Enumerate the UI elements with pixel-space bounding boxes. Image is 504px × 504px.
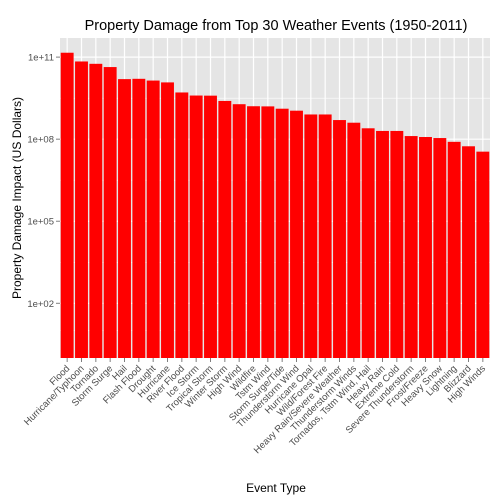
bar-river-flood: [175, 92, 189, 358]
bar-winter-storm: [218, 100, 232, 358]
bar-hurricane-opal: [304, 114, 318, 358]
bar-tornados-tstm-wind-hail: [361, 128, 375, 358]
bar-frost-freeze: [419, 137, 432, 358]
bar-lightning: [447, 141, 461, 358]
bar-drought: [146, 80, 160, 358]
bar-extreme-cold: [390, 130, 404, 358]
bar-thunderstorm-winds: [347, 122, 361, 359]
bar-ice-storm: [189, 95, 203, 358]
bar-hurricane: [161, 82, 174, 359]
bar-hurricane-typhoon: [75, 61, 88, 358]
bar-flash-flood: [132, 78, 146, 359]
bar-heavy-rain-severe-weather: [333, 120, 346, 358]
bar-high-winds: [476, 151, 490, 358]
bar-storm-surge: [103, 67, 117, 359]
y-tick-label: 1e+08: [27, 135, 54, 146]
bar-tornado: [89, 63, 103, 358]
bars: [60, 52, 490, 359]
bar-wildfire: [247, 106, 260, 359]
chart-title: Property Damage from Top 30 Weather Even…: [85, 18, 468, 34]
bar-severe-thunderstorm: [404, 136, 418, 358]
y-axis-title: Property Damage Impact (US Dollars): [10, 97, 24, 299]
y-axis-ticks: 1e+02 1e+05 1e+08 1e+11: [27, 53, 60, 310]
bar-high-wind: [232, 104, 246, 358]
y-tick-label: 1e+11: [28, 53, 54, 64]
x-axis-title: Event Type: [246, 481, 306, 495]
bar-storm-surge-tide: [275, 108, 289, 358]
bar-thunderstorm-wind: [290, 110, 303, 358]
y-tick-label: 1e+02: [27, 299, 54, 310]
bar-tropical-storm: [204, 95, 217, 358]
plot-panel: [60, 38, 490, 358]
bar-wild-forest-fire: [318, 114, 332, 358]
bar-heavy-rain: [376, 130, 389, 358]
y-tick-label: 1e+05: [27, 217, 54, 228]
bar-heavy-snow: [433, 138, 447, 358]
bar-hail: [118, 79, 131, 359]
bar-flood: [60, 52, 74, 358]
bar-tstm-wind: [261, 106, 275, 358]
bar-blizzard: [462, 146, 475, 358]
